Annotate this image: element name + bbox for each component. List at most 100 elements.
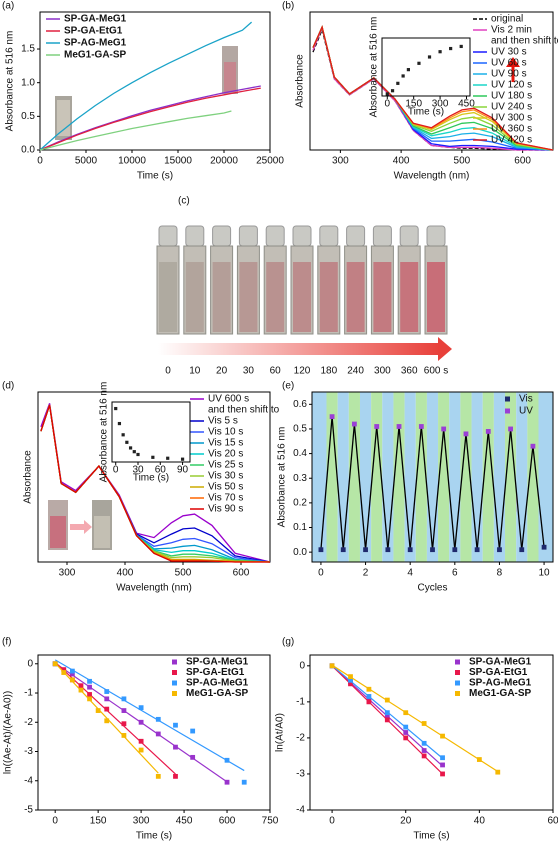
point <box>87 696 92 702</box>
point <box>396 424 402 429</box>
point <box>69 671 75 677</box>
point <box>114 406 118 411</box>
legend-swatch <box>505 396 510 402</box>
point <box>459 44 463 49</box>
time-label: 180 <box>320 366 337 377</box>
time-label: 60 <box>270 366 282 377</box>
cuvette-solution <box>239 262 258 332</box>
panel-label: (b) <box>282 1 294 12</box>
legend-swatch <box>455 680 460 686</box>
point <box>363 547 368 553</box>
panel: 0 20 40 60 -4 -3 -2 -1 0 Time (s) ln(At/A0) SP-GA-M… <box>275 654 558 842</box>
y-tick-label: -1 <box>296 697 305 708</box>
connector <box>431 428 445 550</box>
legend-label: Vis 25 s <box>208 460 243 471</box>
connector <box>498 428 512 550</box>
point <box>508 426 514 432</box>
y-tick-label: 0.6 <box>293 399 307 410</box>
point <box>69 668 75 674</box>
panel-label: (a) <box>2 1 14 12</box>
point <box>421 721 427 726</box>
x-tick-label: 30 <box>132 465 144 476</box>
cuvette-solution <box>185 262 204 332</box>
point <box>104 706 110 712</box>
point <box>421 753 427 759</box>
point <box>441 426 447 432</box>
legend-label: UV 300 s <box>491 113 532 124</box>
cuvette-cap <box>399 225 419 247</box>
x-tick-label: 25000 <box>256 156 284 167</box>
connector <box>342 423 356 550</box>
y-axis-label: Absorbance <box>23 450 34 504</box>
legend-label: SP-GA-MeG1 <box>469 657 532 668</box>
legend-swatch <box>455 691 460 696</box>
point <box>366 699 372 705</box>
plot-frame <box>309 11 554 151</box>
x-tick-label: 600 <box>219 816 236 827</box>
point <box>530 443 536 449</box>
point <box>318 547 324 553</box>
point <box>421 740 427 746</box>
legend-label: UV <box>519 406 533 417</box>
legend-label: UV 360 s <box>491 124 532 135</box>
point <box>541 544 547 550</box>
point <box>180 457 185 461</box>
cuvette-cap <box>319 225 339 247</box>
legend-label: original <box>491 14 523 25</box>
legend-label: SP-AG-MeG1 <box>186 678 249 689</box>
x-axis-label: Time (s) <box>133 473 169 484</box>
point <box>384 717 390 723</box>
stripe <box>505 392 517 562</box>
y-tick-label: 0.5 <box>21 111 35 122</box>
point <box>366 694 372 699</box>
x-tick-label: 90 <box>177 465 189 476</box>
cuvette-cap <box>372 225 392 247</box>
x-tick-label: 450 <box>458 99 475 110</box>
stripe <box>482 392 494 562</box>
plot-frame <box>311 391 554 563</box>
point <box>95 708 101 713</box>
connector <box>443 428 456 550</box>
legend-label: Vis 5 s <box>208 416 238 427</box>
connector <box>465 433 478 550</box>
y-tick-label: -3 <box>296 769 305 780</box>
point <box>87 684 92 690</box>
legend-label: UV 240 s <box>491 102 532 113</box>
x-tick-label: 20000 <box>210 156 238 167</box>
legend-label: Vis 70 s <box>208 493 243 504</box>
x-tick-label: 40 <box>474 816 486 827</box>
point <box>190 728 196 734</box>
x-tick-label: 0 <box>52 816 58 827</box>
x-axis-label: Time (s) <box>137 171 173 182</box>
y-tick-label: 1.0 <box>21 77 35 88</box>
point <box>166 456 170 460</box>
point <box>340 547 346 553</box>
legend-label: Vis 90 s <box>208 504 243 515</box>
point <box>406 68 410 72</box>
y-tick-label: 0.2 <box>293 498 307 509</box>
x-tick-label: 150 <box>405 99 422 110</box>
point <box>104 718 110 724</box>
time-label: 120 <box>294 366 311 377</box>
x-tick-label: 400 <box>117 568 134 579</box>
legend-label: MeG1-GA-SP <box>64 50 127 61</box>
cuvette-cap <box>212 225 232 247</box>
stripe <box>493 392 506 562</box>
series-line <box>39 87 261 151</box>
time-label: 300 <box>374 366 391 377</box>
point <box>440 733 445 739</box>
fit-line <box>331 664 499 773</box>
point <box>438 50 442 54</box>
point <box>61 667 67 673</box>
cuvette-solution <box>293 262 311 332</box>
point <box>121 696 127 702</box>
point <box>401 74 405 78</box>
stripe <box>312 392 327 562</box>
panel-label: (c) <box>178 196 190 207</box>
point <box>430 547 435 553</box>
point <box>407 547 413 553</box>
x-tick-label: 0 <box>384 99 390 110</box>
point <box>403 710 409 716</box>
